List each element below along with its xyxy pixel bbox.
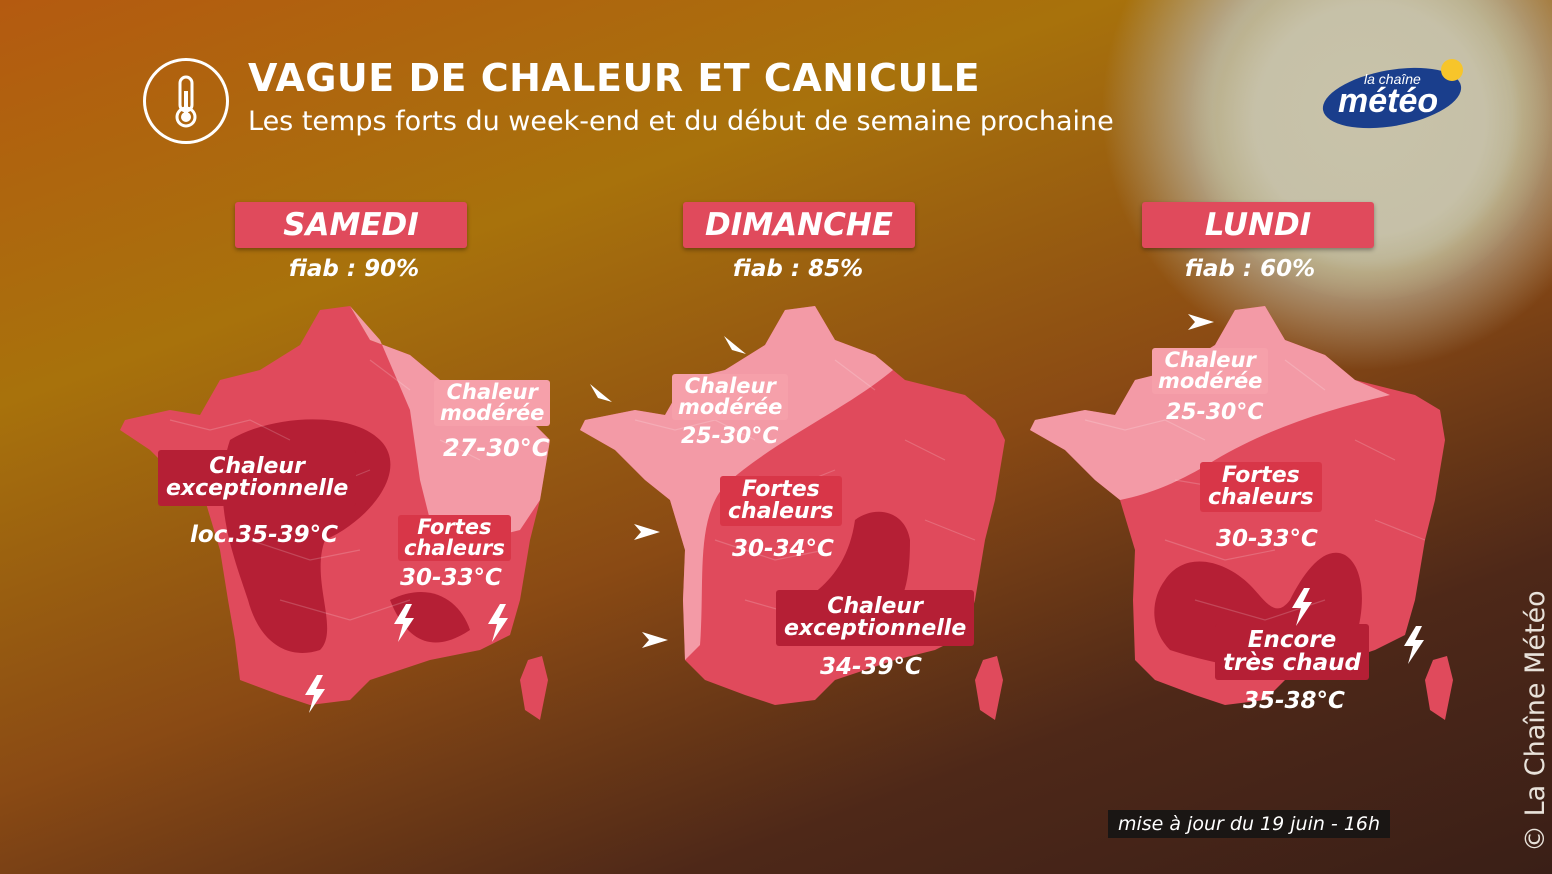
zone-label-samedi-moderee: Chaleur modérée <box>434 380 551 426</box>
logo-line2: météo <box>1338 82 1438 120</box>
la-chaine-meteo-logo: la chaîne météo <box>1320 56 1470 132</box>
day-banner-dimanche: DIMANCHE <box>683 202 915 248</box>
zone-range-samedi-moderee: 27-30°C <box>443 434 550 462</box>
zone-label-dimanche-fortes: Fortes chaleurs <box>720 476 842 526</box>
wind-arrow-icon <box>1188 314 1214 330</box>
zone-range-dimanche-fortes: 30-34°C <box>732 536 834 562</box>
wind-arrow-icon <box>724 336 746 354</box>
lightning-icon <box>1404 626 1424 664</box>
reliability-lundi: fiab : 60% <box>1184 256 1316 282</box>
day-banner-samedi: SAMEDI <box>235 202 467 248</box>
zone-label-samedi-exceptionnelle: Chaleur exceptionnelle <box>158 450 357 506</box>
zone-range-dimanche-moderee: 25-30°C <box>681 424 779 449</box>
sun-glow <box>1190 0 1550 300</box>
zone-label-samedi-fortes: Fortes chaleurs <box>398 515 511 561</box>
zone-range-lundi-fortes: 30-33°C <box>1216 526 1318 552</box>
zone-range-samedi-exceptionnelle: loc.35-39°C <box>190 522 338 548</box>
page-subtitle: Les temps forts du week-end et du début … <box>248 106 1114 137</box>
wind-arrow-icon <box>590 384 612 402</box>
zone-range-lundi-chaud: 35-38°C <box>1243 688 1345 714</box>
zone-range-dimanche-exceptionnelle: 34-39°C <box>820 654 922 680</box>
logo-line1: la chaîne <box>1364 71 1421 87</box>
update-timestamp: mise à jour du 19 juin - 16h <box>1108 810 1391 838</box>
zone-label-dimanche-exceptionnelle: Chaleur exceptionnelle <box>776 590 975 646</box>
lightning-icon <box>394 604 414 642</box>
zone-label-dimanche-moderee: Chaleur modérée <box>672 374 789 420</box>
wind-arrow-icon <box>642 632 668 648</box>
page-title: VAGUE DE CHALEUR ET CANICULE <box>248 56 981 100</box>
lightning-icon <box>488 604 508 642</box>
thermometer-icon <box>143 58 229 144</box>
zone-range-samedi-fortes: 30-33°C <box>400 565 502 591</box>
zone-label-lundi-fortes: Fortes chaleurs <box>1200 462 1322 512</box>
reliability-samedi: fiab : 90% <box>288 256 420 282</box>
lightning-icon <box>1292 588 1312 626</box>
reliability-dimanche: fiab : 85% <box>732 256 864 282</box>
zone-range-lundi-moderee: 25-30°C <box>1166 400 1264 425</box>
zone-label-lundi-moderee: Chaleur modérée <box>1152 348 1269 394</box>
zone-label-lundi-chaud: Encore très chaud <box>1215 624 1369 680</box>
day-banner-lundi: LUNDI <box>1142 202 1374 248</box>
lightning-icon <box>305 675 325 713</box>
copyright: © La Chaîne Météo <box>1520 590 1551 852</box>
wind-arrow-icon <box>634 524 660 540</box>
